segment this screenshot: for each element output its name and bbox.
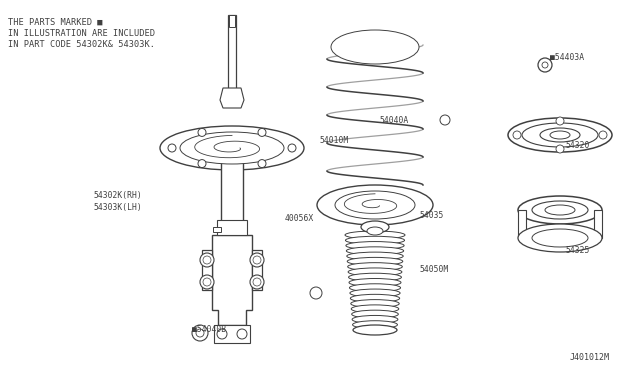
Text: 40056X: 40056X bbox=[285, 214, 314, 222]
Circle shape bbox=[217, 329, 227, 339]
Ellipse shape bbox=[346, 247, 404, 255]
Ellipse shape bbox=[350, 294, 399, 302]
Ellipse shape bbox=[353, 325, 397, 335]
Bar bbox=[214, 325, 250, 343]
Circle shape bbox=[542, 62, 548, 68]
Ellipse shape bbox=[550, 131, 570, 139]
Ellipse shape bbox=[331, 30, 419, 64]
Circle shape bbox=[538, 58, 552, 72]
Ellipse shape bbox=[317, 185, 433, 225]
Circle shape bbox=[250, 253, 264, 267]
Circle shape bbox=[556, 145, 564, 153]
Circle shape bbox=[253, 256, 261, 264]
Ellipse shape bbox=[347, 252, 403, 260]
Ellipse shape bbox=[518, 196, 602, 224]
Circle shape bbox=[237, 329, 247, 339]
Ellipse shape bbox=[348, 257, 403, 265]
Ellipse shape bbox=[346, 236, 404, 244]
Text: THE PARTS MARKED ■: THE PARTS MARKED ■ bbox=[8, 18, 102, 27]
Circle shape bbox=[599, 131, 607, 139]
Text: 54320: 54320 bbox=[565, 141, 589, 150]
Text: IN PART CODE 54302K& 54303K.: IN PART CODE 54302K& 54303K. bbox=[8, 40, 155, 49]
Text: 54040A: 54040A bbox=[380, 115, 409, 125]
Ellipse shape bbox=[346, 241, 404, 250]
Text: IN ILLUSTRATION ARE INCLUDED: IN ILLUSTRATION ARE INCLUDED bbox=[8, 29, 155, 38]
Bar bbox=[228, 15, 236, 95]
Circle shape bbox=[513, 131, 521, 139]
Ellipse shape bbox=[352, 315, 398, 323]
Ellipse shape bbox=[367, 227, 383, 235]
Ellipse shape bbox=[345, 231, 405, 239]
Circle shape bbox=[192, 325, 208, 341]
Ellipse shape bbox=[335, 191, 415, 219]
Text: 54303K(LH): 54303K(LH) bbox=[93, 202, 142, 212]
Text: ■54403A: ■54403A bbox=[550, 52, 584, 61]
Ellipse shape bbox=[508, 118, 612, 152]
Ellipse shape bbox=[349, 284, 401, 292]
Bar bbox=[213, 227, 221, 232]
Circle shape bbox=[196, 329, 204, 337]
Circle shape bbox=[203, 278, 211, 286]
Circle shape bbox=[198, 128, 206, 137]
Text: J401012M: J401012M bbox=[570, 353, 610, 362]
Text: 54302K(RH): 54302K(RH) bbox=[93, 190, 142, 199]
Ellipse shape bbox=[349, 273, 401, 281]
Bar bbox=[217, 220, 247, 235]
Circle shape bbox=[258, 160, 266, 168]
Ellipse shape bbox=[317, 27, 433, 67]
Circle shape bbox=[253, 278, 261, 286]
Ellipse shape bbox=[348, 263, 403, 271]
Circle shape bbox=[250, 275, 264, 289]
Circle shape bbox=[310, 287, 322, 299]
Polygon shape bbox=[252, 250, 262, 290]
Circle shape bbox=[556, 117, 564, 125]
Bar bbox=[221, 153, 243, 235]
Circle shape bbox=[198, 160, 206, 168]
Circle shape bbox=[440, 115, 450, 125]
Ellipse shape bbox=[348, 268, 402, 276]
Ellipse shape bbox=[361, 221, 389, 233]
Ellipse shape bbox=[160, 126, 304, 170]
Ellipse shape bbox=[180, 132, 284, 164]
Bar bbox=[518, 210, 526, 238]
Ellipse shape bbox=[350, 289, 400, 297]
Ellipse shape bbox=[522, 123, 598, 147]
Ellipse shape bbox=[532, 229, 588, 247]
Ellipse shape bbox=[351, 310, 398, 318]
Circle shape bbox=[168, 144, 176, 152]
Polygon shape bbox=[220, 88, 244, 108]
Text: 54325: 54325 bbox=[565, 246, 589, 254]
Text: 54050M: 54050M bbox=[420, 266, 449, 275]
Circle shape bbox=[200, 253, 214, 267]
Ellipse shape bbox=[353, 321, 397, 329]
Circle shape bbox=[203, 256, 211, 264]
Circle shape bbox=[288, 144, 296, 152]
Ellipse shape bbox=[532, 201, 588, 219]
Text: 54010M: 54010M bbox=[320, 135, 349, 144]
Ellipse shape bbox=[540, 128, 580, 142]
Ellipse shape bbox=[349, 279, 401, 286]
Bar bbox=[594, 210, 602, 238]
Ellipse shape bbox=[518, 224, 602, 252]
Ellipse shape bbox=[351, 305, 399, 313]
Circle shape bbox=[258, 128, 266, 137]
Bar bbox=[229, 15, 235, 27]
Ellipse shape bbox=[351, 299, 399, 308]
Polygon shape bbox=[212, 235, 252, 325]
Circle shape bbox=[200, 275, 214, 289]
Ellipse shape bbox=[545, 205, 575, 215]
Text: ■54040B: ■54040B bbox=[192, 326, 226, 334]
Polygon shape bbox=[202, 250, 212, 290]
Text: 54035: 54035 bbox=[420, 211, 444, 219]
